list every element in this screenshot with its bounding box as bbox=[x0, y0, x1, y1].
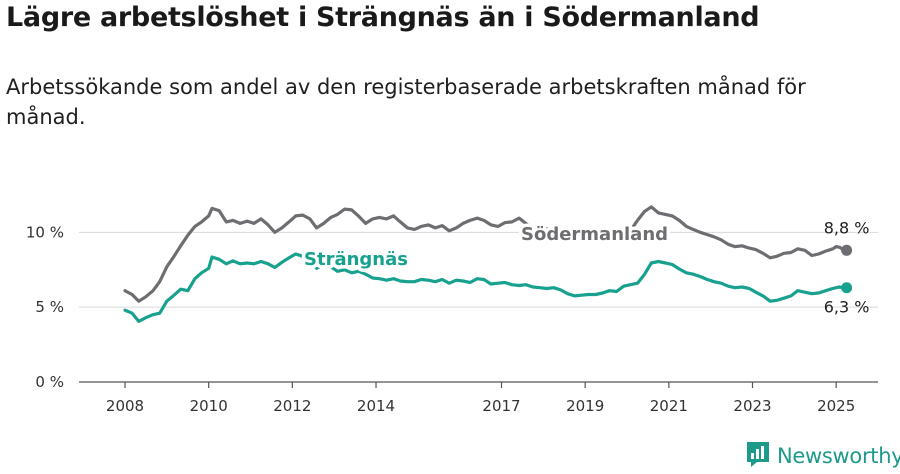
line-chart: 2008 2010 2012 2014 2017 2019 2021 2023 2025 0 %… bbox=[26, 205, 878, 415]
x-tick-label: 2021 bbox=[650, 397, 688, 415]
newsworthy-logo-icon bbox=[745, 440, 771, 472]
x-tick-label: 2014 bbox=[357, 397, 395, 415]
series-line-södermanland bbox=[123, 205, 849, 303]
chart-subtitle: Arbetssökande som andel av den registerb… bbox=[6, 75, 806, 129]
x-tick-label: 2019 bbox=[566, 397, 604, 415]
x-tick-label: 2008 bbox=[106, 397, 144, 415]
newsworthy-brand[interactable]: Newsworthy bbox=[745, 441, 900, 471]
x-tick-label: 2025 bbox=[817, 397, 855, 415]
series-label-strangnas: Strängnäs bbox=[304, 249, 408, 270]
y-tick-label: 10 % bbox=[26, 223, 64, 241]
chart-title: Lägre arbetslöshet i Strängnäs än i Söde… bbox=[6, 2, 760, 33]
series-label-sodermanland: Södermanland bbox=[521, 224, 668, 245]
series-label-sodermanland-halo: Södermanland bbox=[521, 224, 668, 245]
end-marker-södermanland bbox=[841, 244, 853, 256]
x-axis: 2008 2010 2012 2014 2017 2019 2021 2023 2025 bbox=[79, 381, 878, 415]
x-tick-label: 2010 bbox=[190, 397, 228, 415]
x-tick-label: 2017 bbox=[482, 397, 520, 415]
brand-name: Newsworthy bbox=[777, 444, 900, 468]
x-tick-label: 2023 bbox=[733, 397, 771, 415]
y-tick-label: 0 % bbox=[35, 373, 64, 391]
y-axis: 0 % 5 % 10 % bbox=[26, 223, 64, 391]
x-tick-label: 2012 bbox=[273, 397, 311, 415]
end-value-label-strängnäs: 6,3 % bbox=[824, 298, 870, 317]
y-tick-label: 5 % bbox=[35, 298, 64, 316]
series-label-strangnas-halo: Strängnäs bbox=[304, 249, 408, 270]
end-value-label-södermanland: 8,8 % bbox=[824, 218, 870, 237]
series-line-strängnäs bbox=[123, 252, 849, 323]
series-labels: 8,8 %6,3 %SödermanlandSödermanlandSträng… bbox=[301, 218, 870, 317]
grid-lines bbox=[79, 231, 878, 308]
series-lines bbox=[123, 205, 853, 323]
end-marker-strängnäs bbox=[841, 282, 853, 294]
